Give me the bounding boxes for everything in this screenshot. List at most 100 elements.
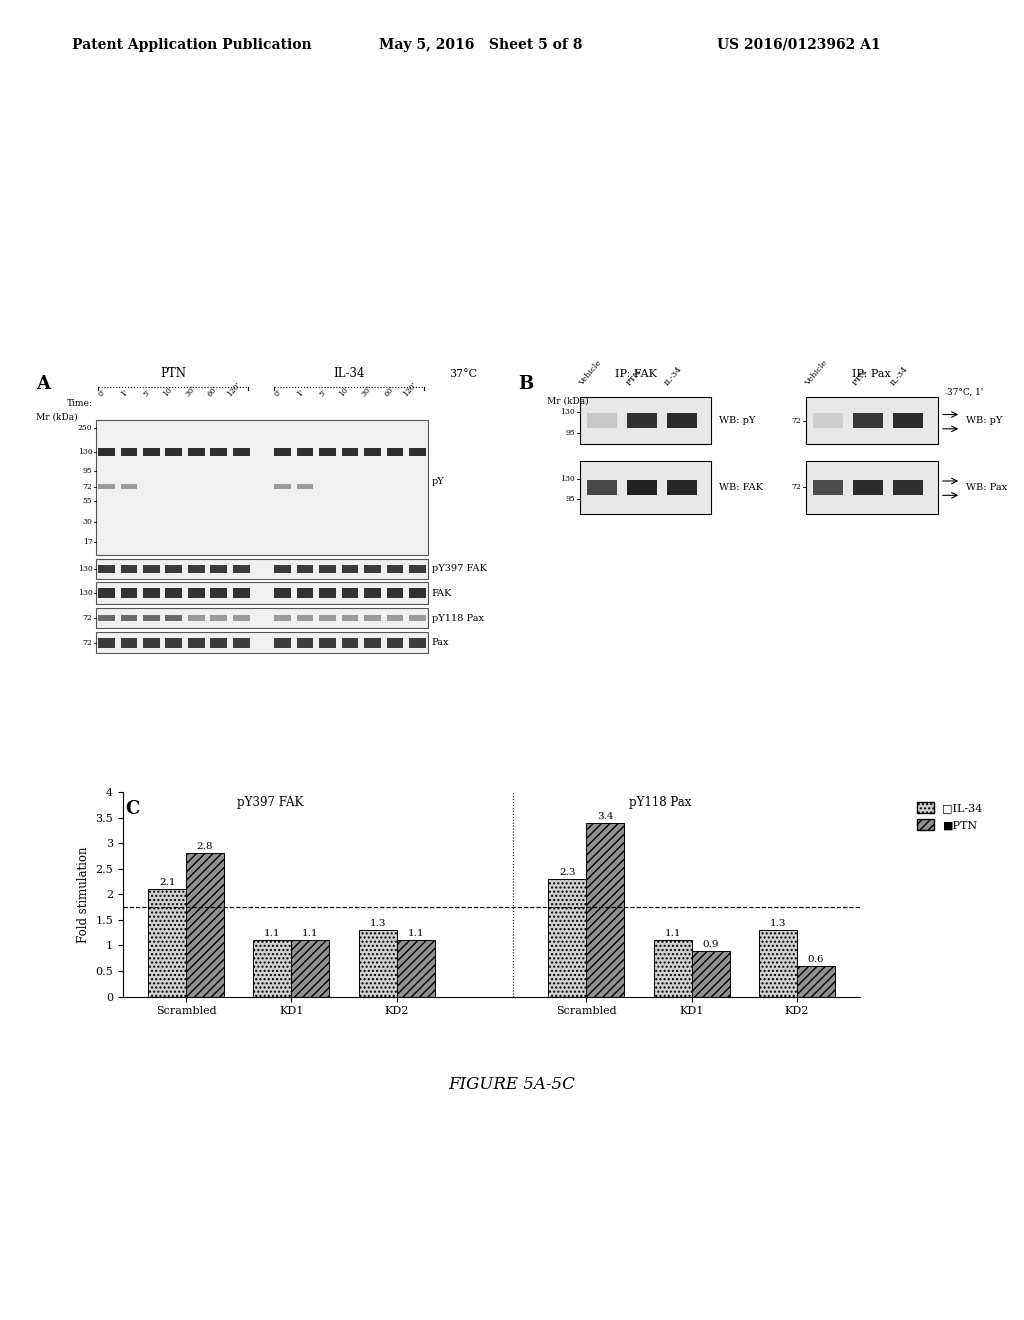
Bar — [580, 461, 712, 513]
Bar — [292, 940, 330, 997]
Bar — [188, 615, 205, 622]
Legend: □IL-34, ■PTN: □IL-34, ■PTN — [912, 797, 987, 834]
Bar — [121, 589, 137, 598]
Text: IL-34: IL-34 — [889, 364, 909, 387]
Text: 1': 1' — [120, 388, 130, 399]
Bar — [319, 638, 336, 648]
Text: 72: 72 — [792, 483, 801, 491]
Bar — [297, 484, 313, 490]
Text: 1.1: 1.1 — [408, 929, 424, 939]
Text: 120': 120' — [401, 380, 419, 399]
Text: 95: 95 — [565, 495, 574, 503]
Text: 1': 1' — [296, 388, 306, 399]
Text: 130: 130 — [78, 565, 92, 573]
Text: Mr (kDa): Mr (kDa) — [547, 396, 588, 405]
Bar — [254, 940, 292, 997]
Bar — [166, 615, 182, 622]
Text: 0': 0' — [273, 388, 284, 399]
Bar — [210, 589, 227, 598]
Bar — [759, 931, 797, 997]
Bar — [409, 449, 426, 457]
Text: PTN: PTN — [625, 367, 643, 387]
Bar — [188, 565, 205, 573]
Bar — [232, 615, 250, 622]
Text: Vehicle: Vehicle — [804, 359, 829, 387]
Bar — [587, 413, 617, 428]
Text: 72: 72 — [83, 614, 92, 622]
Text: 130: 130 — [78, 449, 92, 457]
Bar — [98, 449, 115, 457]
Bar — [813, 413, 844, 428]
Text: 60': 60' — [206, 384, 220, 399]
Text: 10': 10' — [338, 384, 351, 399]
Text: B: B — [518, 375, 534, 392]
Bar — [210, 615, 227, 622]
Bar — [297, 565, 313, 573]
Bar — [627, 479, 657, 495]
Bar — [188, 449, 205, 457]
Text: pY118 Pax: pY118 Pax — [629, 796, 691, 809]
Text: 2.1: 2.1 — [159, 878, 175, 887]
Bar — [188, 589, 205, 598]
Bar — [297, 449, 313, 457]
Bar — [210, 449, 227, 457]
Text: A: A — [37, 375, 50, 392]
Bar — [853, 413, 884, 428]
Bar — [274, 565, 291, 573]
Bar — [342, 638, 358, 648]
Bar — [587, 822, 625, 997]
Bar — [143, 449, 160, 457]
Bar — [297, 589, 313, 598]
Text: FAK: FAK — [432, 589, 453, 598]
Bar — [358, 931, 396, 997]
Bar — [691, 950, 729, 997]
Bar — [96, 632, 428, 653]
Bar — [232, 638, 250, 648]
Bar — [274, 615, 291, 622]
Bar — [342, 449, 358, 457]
Bar — [386, 615, 403, 622]
Bar — [98, 638, 115, 648]
Bar — [893, 413, 924, 428]
Text: 2.8: 2.8 — [197, 842, 213, 851]
Bar — [806, 397, 938, 444]
Bar — [853, 479, 884, 495]
Bar — [342, 565, 358, 573]
Bar — [297, 638, 313, 648]
Bar — [386, 589, 403, 598]
Bar — [98, 565, 115, 573]
Bar — [121, 449, 137, 457]
Bar — [386, 449, 403, 457]
Bar — [667, 413, 697, 428]
Bar — [274, 449, 291, 457]
Bar — [297, 615, 313, 622]
Bar — [166, 565, 182, 573]
Bar — [121, 484, 137, 490]
Y-axis label: Fold stimulation: Fold stimulation — [77, 846, 90, 942]
Text: 95: 95 — [565, 429, 574, 437]
Text: 30': 30' — [183, 384, 198, 399]
Text: 30': 30' — [359, 384, 374, 399]
Text: 60': 60' — [382, 384, 396, 399]
Bar — [232, 565, 250, 573]
Text: C: C — [125, 800, 139, 817]
Text: Time:: Time: — [68, 399, 93, 408]
Text: 1.1: 1.1 — [302, 929, 318, 939]
Text: IP: FAK: IP: FAK — [615, 368, 657, 379]
Text: 0.6: 0.6 — [808, 954, 824, 964]
Bar — [580, 397, 712, 444]
Text: 1.3: 1.3 — [370, 919, 386, 928]
Bar — [98, 484, 115, 490]
Bar — [342, 615, 358, 622]
Bar — [409, 638, 426, 648]
Bar — [365, 565, 381, 573]
Text: pY118 Pax: pY118 Pax — [432, 614, 484, 623]
Bar — [627, 413, 657, 428]
Text: 5': 5' — [318, 388, 329, 399]
Text: 120': 120' — [225, 380, 243, 399]
Bar — [409, 565, 426, 573]
Bar — [186, 854, 224, 997]
Bar — [274, 638, 291, 648]
Bar — [893, 479, 924, 495]
Bar — [549, 879, 587, 997]
